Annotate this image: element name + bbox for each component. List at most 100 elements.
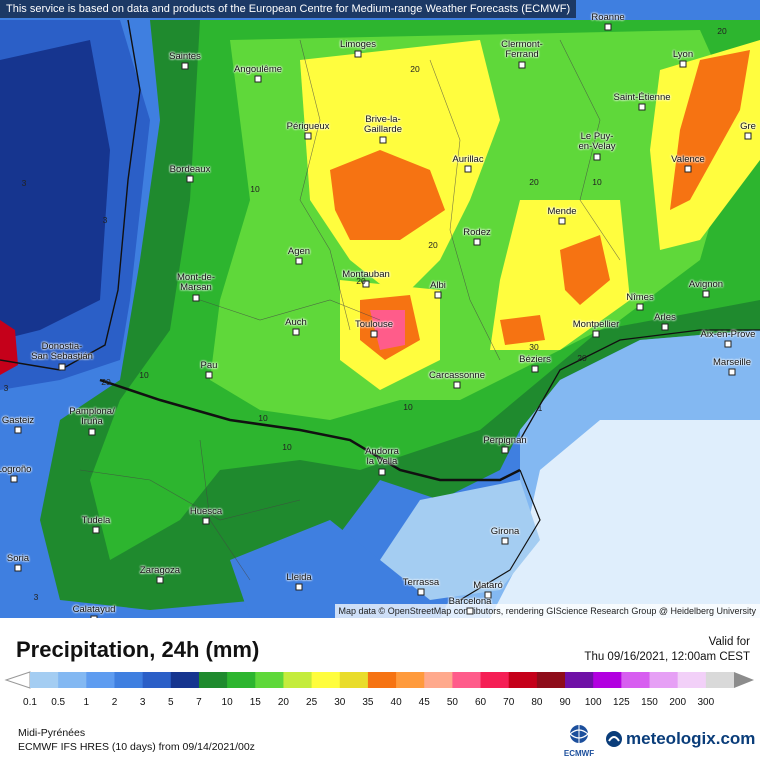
city-label: Valence (671, 154, 705, 165)
city-label: Rodez (463, 227, 491, 238)
city-marker-icon (531, 365, 539, 373)
legend-tick-label: 30 (334, 697, 346, 708)
city-label: Le Puy- en-Velay (578, 131, 616, 152)
legend-tick-label: 70 (503, 697, 515, 708)
city-marker-icon (181, 62, 189, 70)
legend-tick-label: 125 (613, 697, 630, 708)
legend-tick-label: 45 (418, 697, 430, 708)
legend-swatch (283, 672, 313, 688)
legend-swatch (227, 672, 256, 688)
isoline-label: 3 (3, 383, 9, 393)
city-label: Donostia- San Sebastián (31, 341, 93, 362)
city-marker-icon (744, 132, 752, 140)
isoline-label: 20 (717, 26, 727, 36)
city-label: Carcassonne (429, 370, 485, 381)
city-label: Pamplona/ Iruña (69, 406, 115, 427)
legend-tick-label: 0.1 (23, 697, 37, 708)
map-attribution[interactable]: Map data © OpenStreetMap contributors, r… (334, 604, 760, 618)
city-marker-icon (362, 280, 370, 288)
legend-tick-label: 200 (669, 697, 687, 708)
city-label: Lleida (286, 572, 312, 583)
ebro-blue (230, 520, 430, 618)
meteologix-logo-icon (606, 731, 622, 747)
city-marker-icon (466, 607, 474, 615)
city-marker-icon (378, 468, 386, 476)
ocean-core (0, 40, 110, 340)
city-marker-icon (14, 426, 22, 434)
legend-swatch (86, 672, 115, 688)
city-marker-icon (593, 153, 601, 161)
legend-swatch (565, 672, 594, 688)
city-label: Aurillac (452, 154, 484, 165)
city-marker-icon (636, 303, 644, 311)
city-label: Barcelona (448, 596, 492, 607)
legend-right-arrow (734, 672, 754, 688)
city-marker-icon (434, 291, 442, 299)
city-marker-icon (90, 615, 98, 618)
city-marker-icon (192, 294, 200, 302)
legend-swatch (508, 672, 538, 688)
valid-time-block: Valid for Thu 09/16/2021, 12:00am CEST (584, 635, 750, 665)
isoline-label: 10 (258, 413, 268, 423)
city-marker-icon (292, 328, 300, 336)
legend-tick-label: 0.5 (51, 697, 66, 708)
ecmwf-logo: ECMWF (560, 724, 598, 758)
city-label: Aix-en-Prove (700, 329, 756, 340)
city-label: Angoulême (233, 64, 283, 75)
legend-tick-label: 2 (111, 697, 118, 708)
city-label: Calatayud (72, 604, 116, 615)
city-marker-icon (501, 537, 509, 545)
city-label: Mont-de- Marsan (176, 272, 216, 293)
city-marker-icon (254, 75, 262, 83)
city-marker-icon (202, 517, 210, 525)
legend-swatch (114, 672, 144, 688)
rain-orange-2 (560, 235, 610, 305)
city-label: Saint-Étienne (613, 92, 671, 103)
legend-tick-label: 100 (584, 697, 602, 708)
city-label: Pau (200, 360, 218, 371)
city-marker-icon (684, 165, 692, 173)
city-label: Zaragoza (139, 565, 181, 576)
isoline-label: 30 (529, 342, 539, 352)
rain-orange-3 (500, 315, 545, 345)
precipitation-map[interactable]: This service is based on data and produc… (0, 0, 760, 618)
city-marker-icon (728, 368, 736, 376)
city-label: Périgueux (286, 121, 330, 132)
isoline-label: 1 (537, 403, 543, 413)
legend-tick-label: 50 (446, 697, 458, 708)
legend-swatch (367, 672, 397, 688)
isoline-label: 20 (356, 276, 366, 286)
region-name: Midi-Pyrénées (18, 727, 86, 739)
isoline-label: 3 (21, 178, 27, 188)
city-label: Avignon (688, 279, 724, 290)
city-label: Girona (490, 526, 520, 537)
city-marker-icon (417, 588, 425, 596)
valid-label: Valid for (708, 636, 750, 648)
isoline-label: 10 (592, 177, 602, 187)
legend-tick-label: 60 (474, 697, 487, 708)
city-marker-icon (484, 591, 492, 599)
ecmwf-logo-text: ECMWF (563, 749, 595, 758)
color-legend (4, 671, 754, 689)
city-label: Marseille (712, 357, 752, 368)
isoline-label: 10 (139, 370, 149, 380)
city-label: Logroño (0, 464, 32, 475)
city-label: Perpignan (483, 435, 527, 446)
city-marker-icon (724, 340, 732, 348)
sea-med-light (490, 420, 760, 618)
meteologix-brand[interactable]: meteologix.com (605, 729, 755, 749)
city-label: Saintes (169, 51, 201, 62)
legend-swatch (255, 672, 284, 688)
city-marker-icon (58, 363, 66, 371)
legend-swatch (677, 672, 707, 688)
legend-swatch (480, 672, 510, 688)
city-label: Auch (285, 317, 307, 328)
city-label: Toulouse (354, 319, 394, 330)
legend-tick-label: 35 (362, 697, 374, 708)
city-marker-icon (661, 323, 669, 331)
city-label: Mataró (473, 580, 503, 591)
page-title: Precipitation, 24h (mm) (16, 637, 260, 662)
legend-tick-label: 300 (697, 697, 715, 708)
legend-swatch (593, 672, 622, 688)
isoline-label: 20 (101, 377, 111, 387)
